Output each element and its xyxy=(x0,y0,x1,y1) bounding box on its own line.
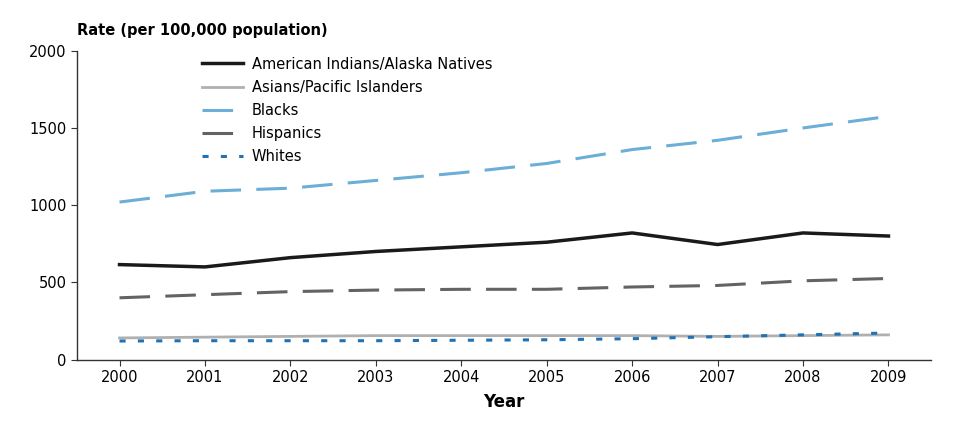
Text: Rate (per 100,000 population): Rate (per 100,000 population) xyxy=(77,23,327,38)
X-axis label: Year: Year xyxy=(483,393,525,411)
Legend: American Indians/Alaska Natives, Asians/Pacific Islanders, Blacks, Hispanics, Wh: American Indians/Alaska Natives, Asians/… xyxy=(197,51,498,170)
